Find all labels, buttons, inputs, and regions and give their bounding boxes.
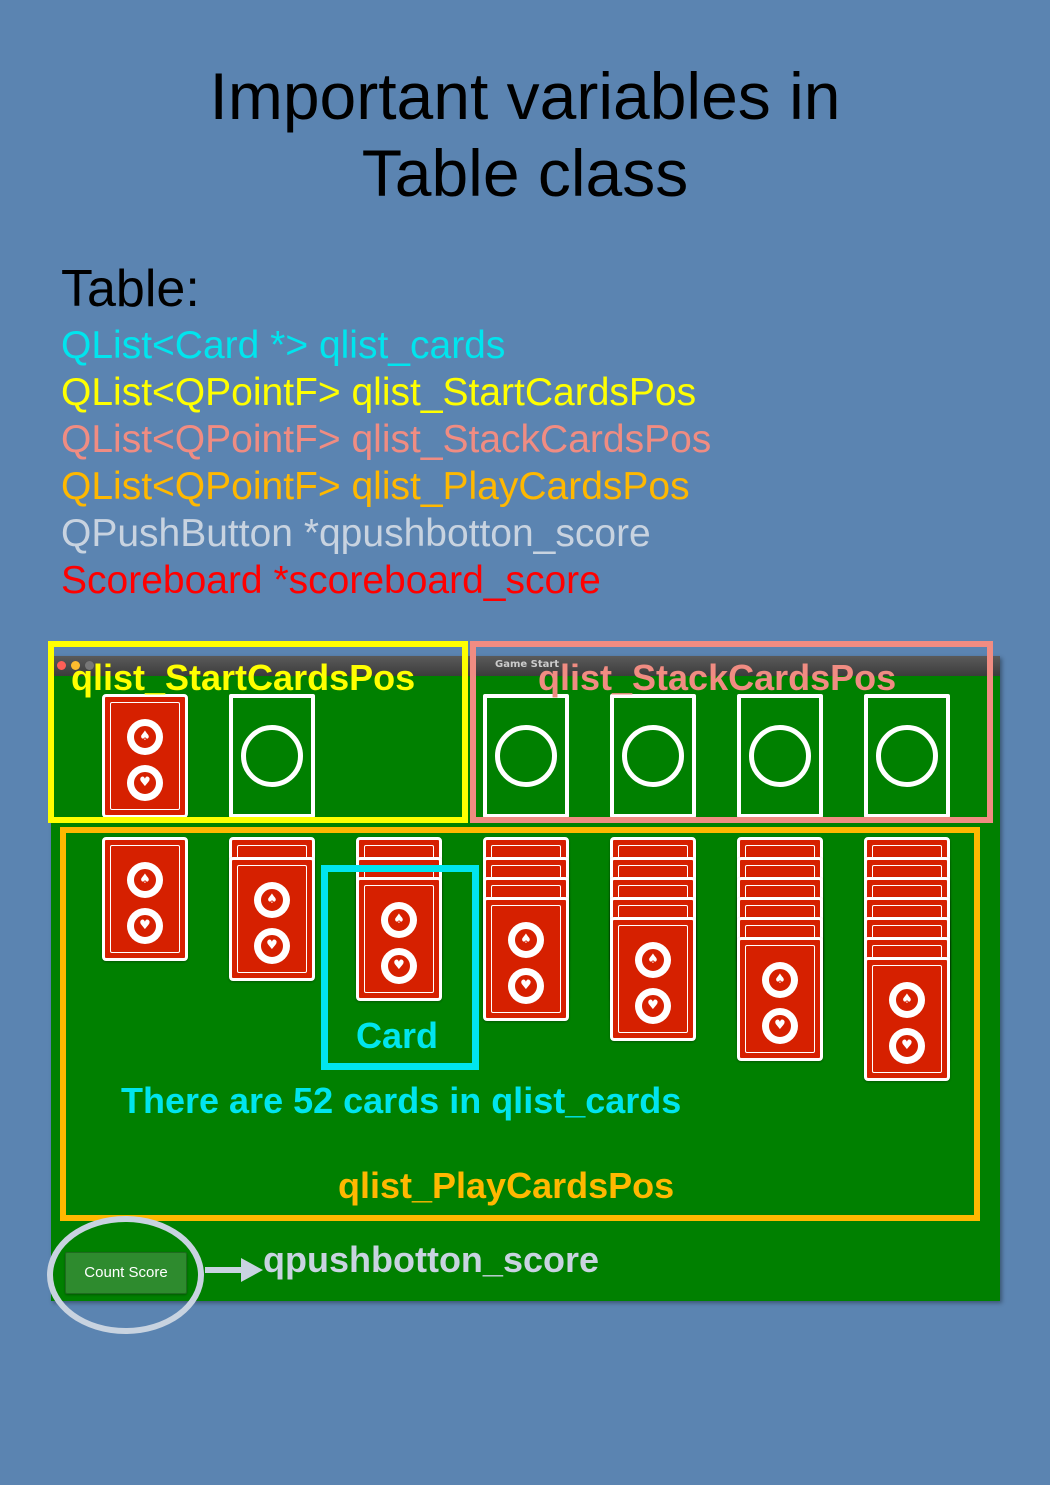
card-border [110,702,180,810]
play-card-face-up[interactable]: ♠ ♥ [864,957,950,1081]
title-line-2: Table class [361,136,689,210]
var-push-button: QPushButton *qpushbotton_score [61,512,651,555]
play-card-face-up[interactable]: ♠ ♥ [610,917,696,1041]
spade-emblem-icon: ♠ [508,922,544,958]
card-border [618,925,688,1033]
empty-slot-ring-icon [622,725,684,787]
var-play-cards-pos: QList<QPointF> qlist_PlayCardsPos [61,465,690,508]
card-border [364,885,434,993]
play-card-face-up[interactable]: ♠ ♥ [356,877,442,1001]
maximize-dot-icon[interactable] [85,661,94,670]
spade-emblem-icon: ♠ [127,719,163,755]
card-border [237,865,307,973]
play-cards-box [60,827,980,1221]
play-card-face-up[interactable]: ♠ ♥ [483,897,569,1021]
button-highlight-ellipse [47,1216,204,1334]
var-scoreboard: Scoreboard *scoreboard_score [61,559,601,602]
title-line-1: Important variables in [209,59,841,133]
window-titlebar: Game Start [51,656,1000,676]
heart-emblem-icon: ♥ [635,988,671,1024]
cards-count-note: There are 52 cards in qlist_cards [121,1080,682,1121]
foundation-slot-4[interactable] [864,694,950,818]
spade-emblem-icon: ♠ [127,862,163,898]
heart-emblem-icon: ♥ [508,968,544,1004]
var-stack-cards-pos: QList<QPointF> qlist_StackCardsPos [61,418,712,461]
heart-emblem-icon: ♥ [381,948,417,984]
spade-emblem-icon: ♠ [254,882,290,918]
card-label: Card [356,1015,439,1056]
play-card-face-up[interactable]: ♠ ♥ [229,857,315,981]
spade-emblem-icon: ♠ [762,962,798,998]
play-cards-label: qlist_PlayCardsPos [338,1165,675,1206]
count-score-button[interactable]: Count Score [65,1252,187,1294]
waste-slot[interactable] [229,694,315,818]
minimize-dot-icon[interactable] [71,661,80,670]
card-border [872,965,942,1073]
empty-slot-ring-icon [749,725,811,787]
heart-emblem-icon: ♥ [127,908,163,944]
var-start-cards-pos: QList<QPointF> qlist_StartCardsPos [61,371,697,414]
card-border [110,845,180,953]
variable-list: Table: QList<Card *> qlist_cards QList<Q… [61,260,711,604]
heart-emblem-icon: ♥ [127,765,163,801]
card-border [745,945,815,1053]
heart-emblem-icon: ♥ [762,1008,798,1044]
foundation-slot-3[interactable] [737,694,823,818]
arrow-right-icon [205,1258,263,1282]
deck-card[interactable]: ♠ ♥ [102,694,188,818]
window-title: Game Start [495,659,560,670]
variable-heading: Table: [61,260,200,318]
close-dot-icon[interactable] [57,661,66,670]
stack-cards-label: qlist_StackCardsPos [538,657,897,698]
empty-slot-ring-icon [876,725,938,787]
heart-emblem-icon: ♥ [254,928,290,964]
empty-slot-ring-icon [241,725,303,787]
push-button-label: qpushbotton_score [263,1239,600,1280]
play-card-face-up[interactable]: ♠ ♥ [102,837,188,961]
play-card-face-up[interactable]: ♠ ♥ [737,937,823,1061]
page-title: Important variables in Table class [0,58,1050,212]
spade-emblem-icon: ♠ [635,942,671,978]
start-cards-label: qlist_StartCardsPos [71,657,416,698]
var-qlist-cards: QList<Card *> qlist_cards [61,324,506,367]
card-border [491,905,561,1013]
stack-cards-box [470,641,993,823]
empty-slot-ring-icon [495,725,557,787]
heart-emblem-icon: ♥ [889,1028,925,1064]
start-cards-box [48,641,468,823]
spade-emblem-icon: ♠ [381,902,417,938]
card-highlight-box [321,865,479,1070]
foundation-slot-1[interactable] [483,694,569,818]
spade-emblem-icon: ♠ [889,982,925,1018]
foundation-slot-2[interactable] [610,694,696,818]
